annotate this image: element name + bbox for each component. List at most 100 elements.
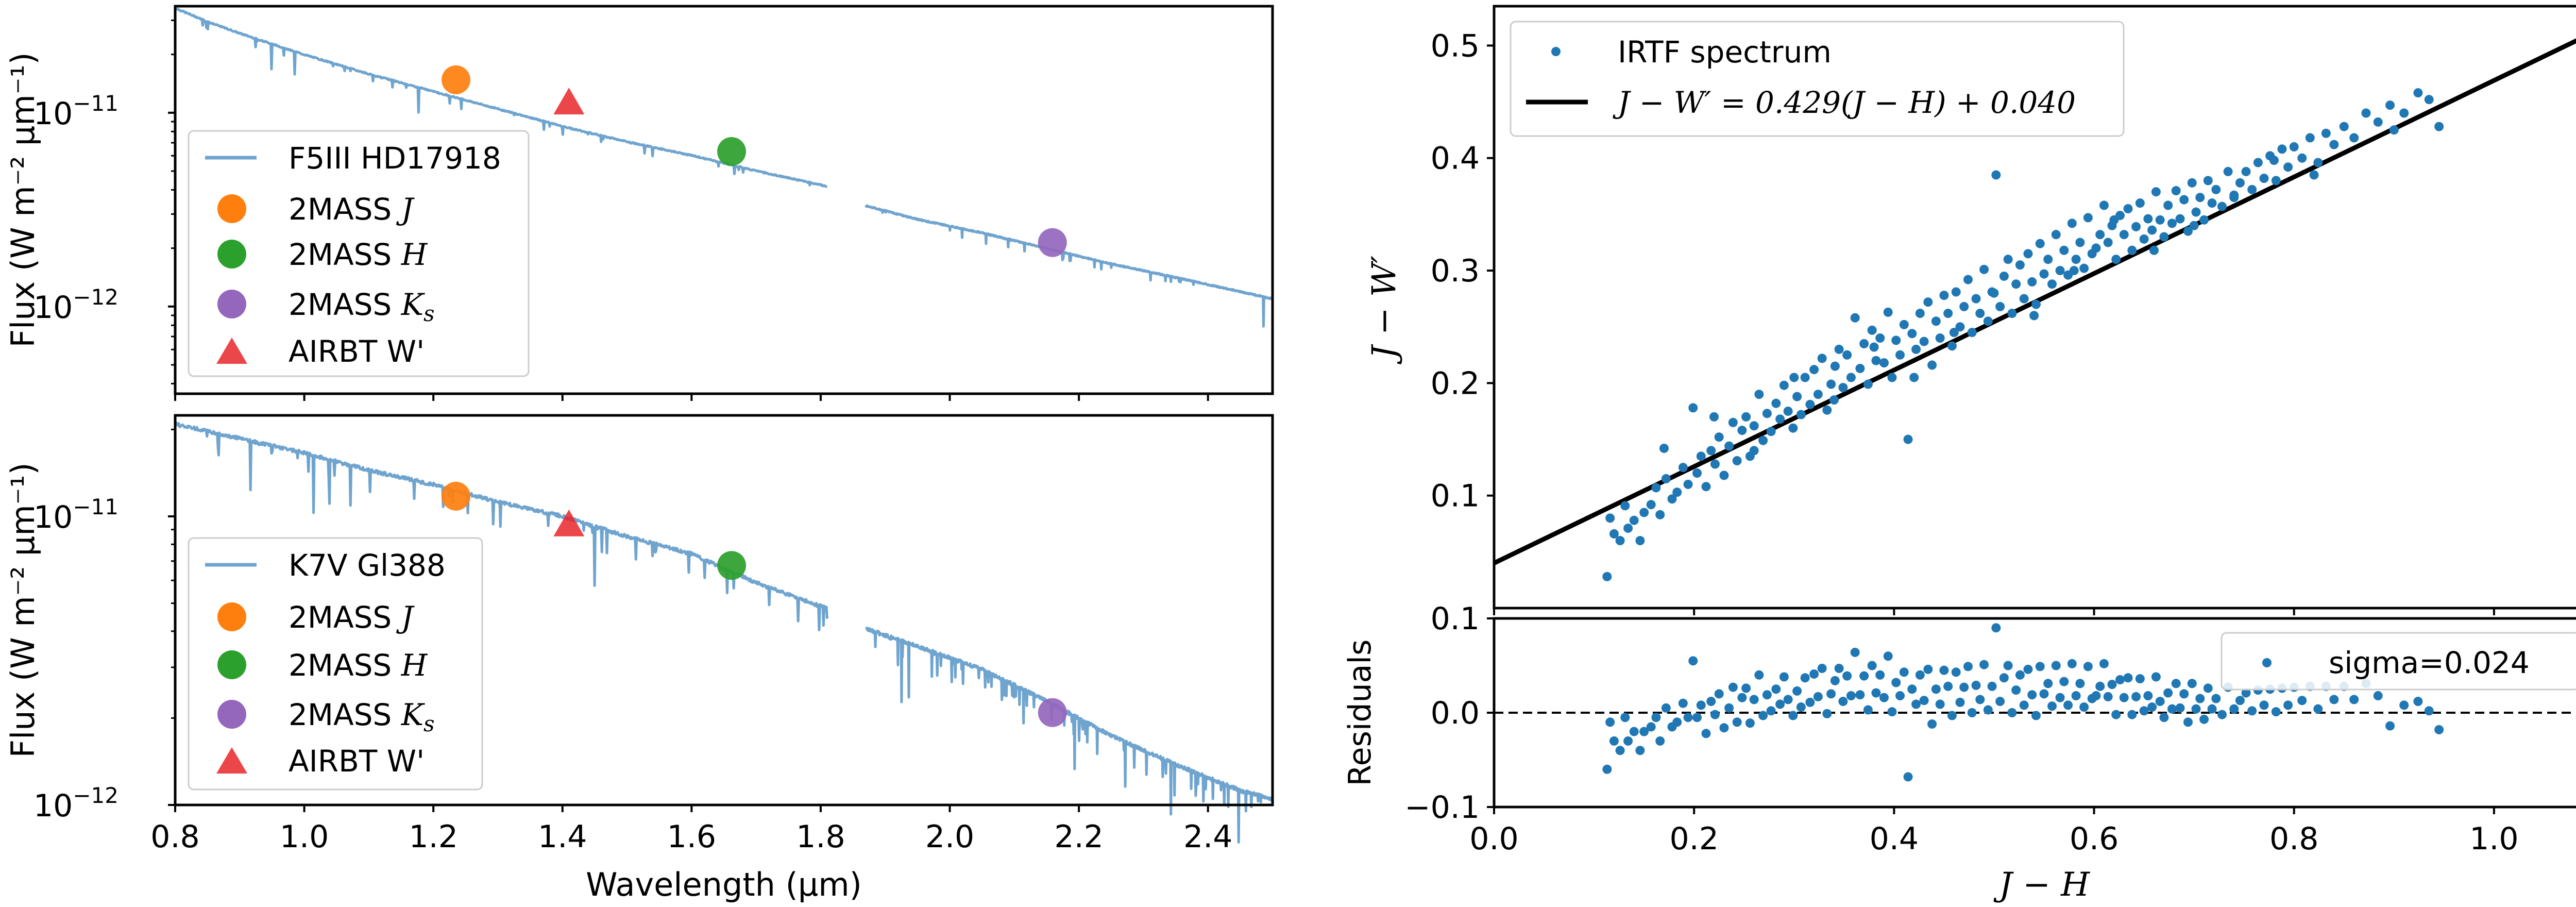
- tr-scatter-point: [1609, 529, 1619, 539]
- tr-scatter-point: [2313, 158, 2323, 167]
- tr-scatter-point: [2179, 195, 2189, 205]
- tr-scatter-point: [1817, 354, 1827, 363]
- br-residual-point: [1939, 665, 1949, 675]
- tr-scatter-point: [1667, 494, 1677, 504]
- tr-scatter-point: [2385, 100, 2395, 110]
- bl-legend-airbt-marker: [216, 747, 247, 774]
- br-residual-point: [2434, 725, 2444, 734]
- tr-scatter-point: [1651, 483, 1661, 493]
- panel-bottom-left: 10−12 10−11 0.8 1.0 1.2 1.4 1.6 1.8 2.0 2.2 2.4 F…: [4, 414, 1274, 903]
- br-residual-point: [2107, 680, 2117, 690]
- br-residual-point: [1651, 713, 1661, 723]
- panel-top-right: 0.1 0.2 0.3 0.4 0.5 J − W′ IRTF spectrum J −…: [1365, 5, 2576, 615]
- tr-scatter-point: [1659, 443, 1669, 453]
- br-residual-point: [2131, 692, 2141, 701]
- tr-plot-area: [1493, 38, 2576, 581]
- br-residual-point: [1629, 727, 1639, 736]
- br-residual-point: [1809, 669, 1819, 679]
- tr-scatter-point: [1737, 426, 1747, 435]
- tl-legend-j-prefix: 2MASS: [289, 192, 401, 227]
- br-residual-point: [2143, 691, 2153, 701]
- tr-scatter-point: [1771, 398, 1781, 408]
- tr-scatter-point: [1788, 423, 1798, 433]
- br-residual-point: [1903, 772, 1913, 782]
- tr-scatter-point: [2109, 215, 2119, 225]
- tr-scatter-point: [2147, 225, 2157, 235]
- br-residual-point: [1879, 693, 1889, 702]
- tr-scatter-point: [2175, 214, 2185, 224]
- tr-scatter-point: [2043, 255, 2053, 264]
- bl-legend-j: 2MASS J: [289, 600, 415, 635]
- br-residual-point: [2167, 704, 2177, 714]
- tr-scatter-point: [1822, 405, 1832, 415]
- tl-ytick-label: 10−12: [33, 284, 118, 326]
- tr-scatter-point: [2011, 279, 2021, 289]
- tr-ytick-label: 0.5: [1431, 28, 1480, 64]
- tr-scatter-point: [1639, 508, 1649, 517]
- tr-scatter-point: [2139, 234, 2149, 244]
- br-residual-point: [2123, 673, 2133, 683]
- br-residual-point: [1919, 696, 1929, 706]
- bl-ytick-exponent: −11: [73, 494, 118, 519]
- br-xtick-label: 0.6: [2070, 821, 2119, 857]
- br-residual-point: [1779, 672, 1789, 682]
- br-xtick-label: 0.0: [1469, 821, 1518, 857]
- br-residual-point: [1771, 684, 1781, 694]
- br-residual-point: [2039, 689, 2049, 699]
- br-residual-point: [2023, 664, 2033, 674]
- br-residual-point: [2111, 710, 2121, 719]
- tr-scatter-point: [2067, 219, 2077, 228]
- br-xtick-label: 0.8: [2269, 821, 2318, 857]
- bl-xtick-label: 2.4: [1183, 819, 1232, 855]
- tr-scatter-point: [2003, 255, 2013, 264]
- tr-scatter-point: [2187, 178, 2197, 188]
- tl-ytick-exponent: −11: [73, 91, 118, 116]
- tr-scatter-point: [1907, 329, 1917, 339]
- br-residual-point: [2297, 696, 2307, 706]
- br-residual-point: [1999, 673, 2009, 683]
- tr-scatter-point: [1710, 459, 1720, 469]
- tr-scatter-point: [2143, 214, 2153, 224]
- tr-legend-points-marker: [1551, 47, 1561, 56]
- tr-scatter-point: [1875, 333, 1885, 343]
- br-residual-point: [1991, 623, 2001, 633]
- br-residual-point: [1639, 727, 1649, 736]
- tr-scatter-point: [1615, 536, 1625, 546]
- bl-ytick-exponent: −12: [73, 783, 118, 808]
- tr-scatter-point: [1935, 333, 1945, 343]
- tr-scatter-point: [1741, 412, 1751, 422]
- tr-scatter-point: [1959, 301, 1969, 311]
- br-residual-point: [1635, 746, 1645, 755]
- bl-xtick-label: 2.0: [925, 819, 974, 855]
- tr-scatter-point: [2269, 156, 2279, 165]
- tr-scatter-point: [2059, 245, 2069, 255]
- br-residual-point: [1907, 684, 1917, 694]
- br-residual-point: [1719, 723, 1729, 733]
- tr-scatter-point: [2027, 277, 2037, 287]
- tr-scatter-point: [2389, 125, 2399, 135]
- tr-scatter-point: [2159, 232, 2169, 242]
- tr-scatter-point: [2015, 260, 2025, 270]
- br-residual-point: [1766, 706, 1776, 716]
- tl-y-label: Flux (W m⁻² μm⁻¹): [4, 52, 42, 347]
- br-residual-point: [1955, 697, 1965, 707]
- br-residual-point: [2075, 679, 2085, 688]
- tr-scatter-point: [1989, 288, 1999, 298]
- tl-legend-h-marker: [217, 240, 246, 268]
- br-residual-point: [1859, 671, 1869, 681]
- bl-x-label: Wavelength (μm): [586, 866, 862, 903]
- br-residual-point: [1899, 667, 1909, 677]
- tr-scatter-point: [2207, 198, 2217, 208]
- tr-legend: IRTF spectrum J − W′ = 0.429(J − H) + 0.…: [1510, 21, 2125, 137]
- tr-scatter-point: [2047, 279, 2057, 289]
- tr-scatter-point: [2195, 193, 2205, 203]
- br-residual-point: [1867, 661, 1877, 670]
- bl-point--mass-h: [717, 551, 747, 580]
- br-residual-point: [2183, 717, 2193, 727]
- bl-legend: K7V Gl388 2MASS J 2MASS H 2MASS Ks AIRBT…: [188, 537, 483, 791]
- panel-bottom-right: −0.10.00.1 0.0 0.2 0.4 0.6 0.8 1.0 Residuals …: [1342, 601, 2576, 904]
- br-residual-point: [1655, 736, 1665, 746]
- br-residual-point: [2079, 702, 2089, 712]
- tr-scatter-point: [1706, 446, 1716, 456]
- tr-scatter-point: [1728, 417, 1738, 427]
